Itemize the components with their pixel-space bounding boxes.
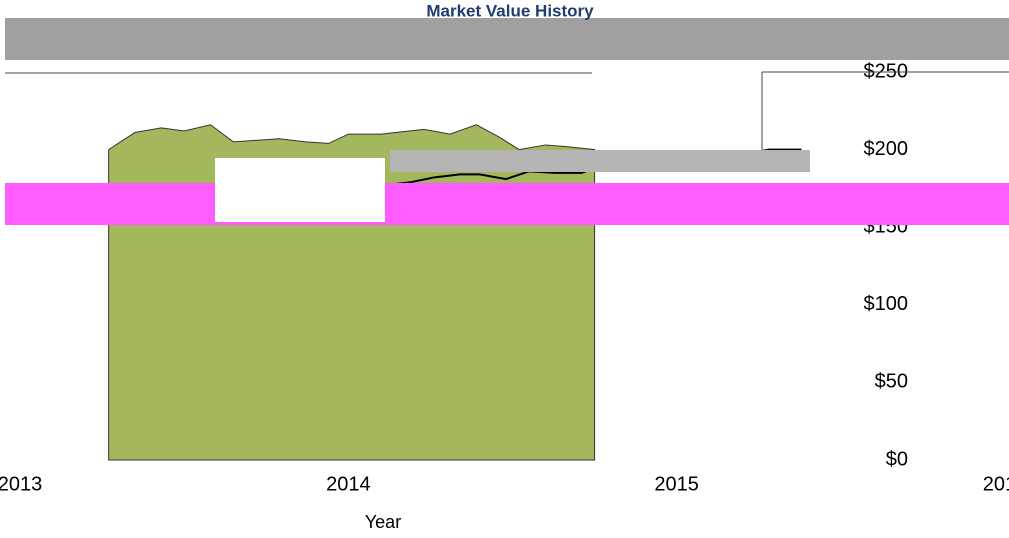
y-tick-label: $200 (864, 138, 909, 160)
x-tick-label: 2015 (654, 473, 699, 495)
chart-title: Market Value History (426, 1, 594, 20)
y-tick-label: $50 (875, 371, 908, 393)
x-axis-title: Year (365, 512, 401, 532)
y-tick-label: $100 (864, 293, 909, 315)
x-tick-label: 2013 (0, 473, 42, 495)
plot-area: $0$50$100$150$200$2502013201420152016 (0, 60, 1009, 495)
white-box (215, 158, 385, 222)
x-tick-label: 2016 (983, 473, 1009, 495)
gray-band (390, 150, 810, 172)
magenta-band (5, 183, 1009, 225)
y-tick-label: $250 (864, 60, 909, 82)
gray-band (5, 18, 1009, 60)
x-tick-label: 2014 (326, 473, 371, 495)
glitch-overlay (5, 18, 1009, 225)
y-tick-label: $0 (886, 448, 908, 470)
